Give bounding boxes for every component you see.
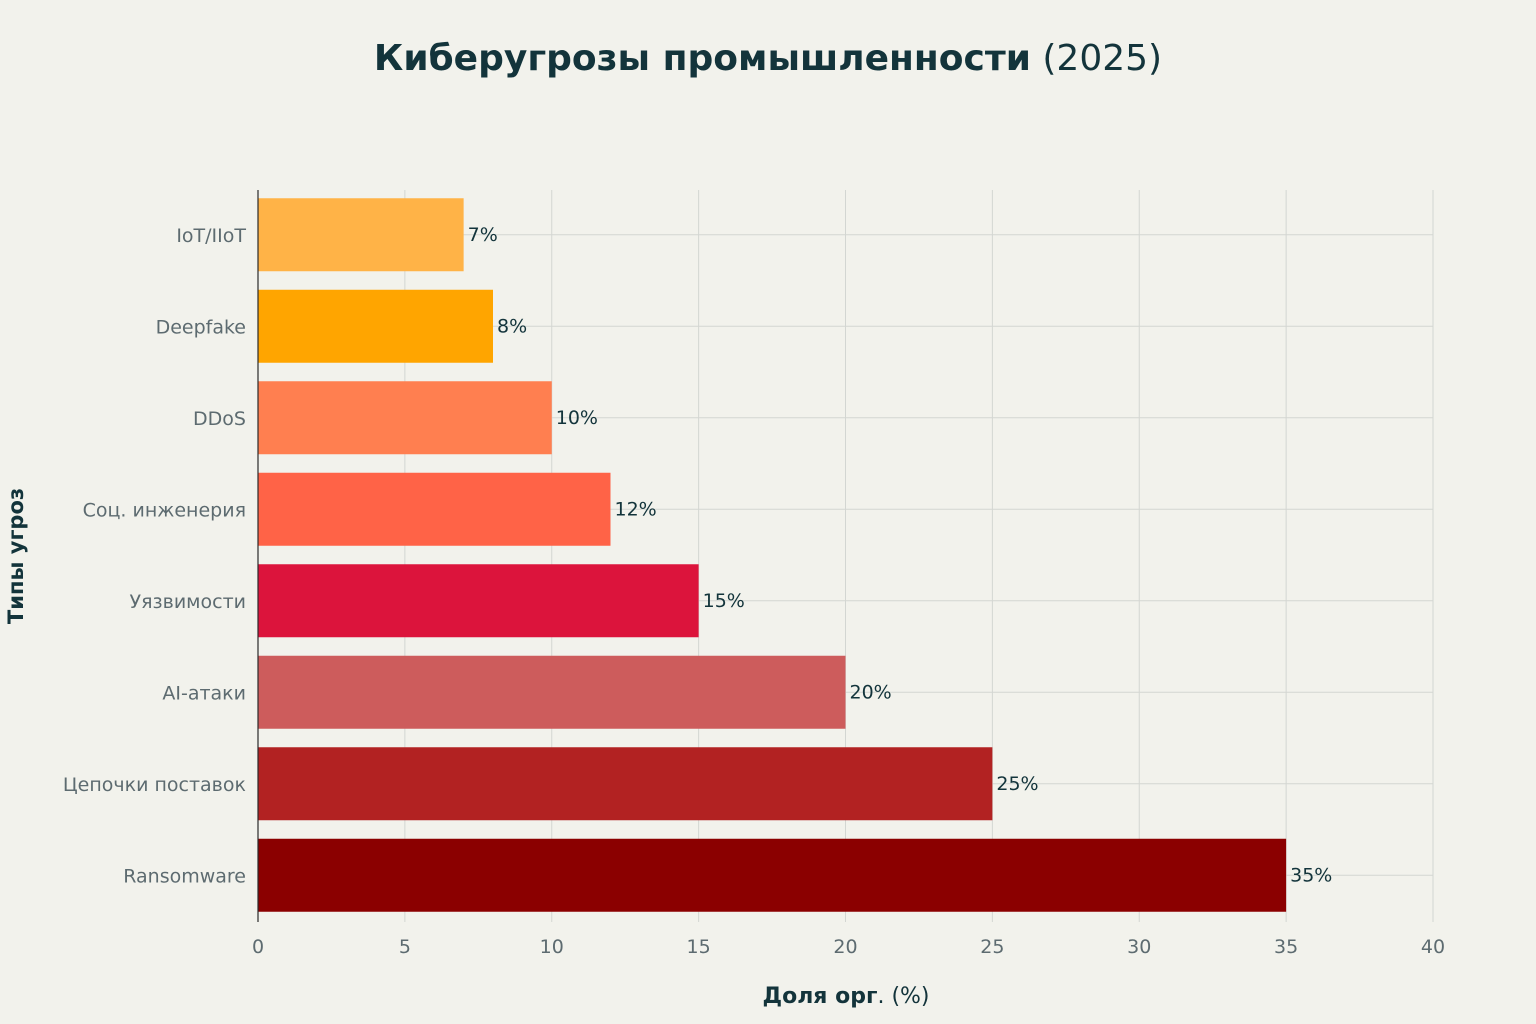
category-label: Соц. инженерия	[83, 499, 246, 521]
x-tick-label: 0	[252, 936, 264, 958]
x-tick-label: 5	[399, 936, 411, 958]
data-label: 7%	[468, 224, 498, 246]
x-tick-label: 35	[1274, 936, 1298, 958]
x-tick-label: 10	[540, 936, 564, 958]
x-axis-title: Доля орг. (%)	[762, 984, 929, 1009]
x-axis-title-unit: . (%)	[877, 984, 930, 1009]
data-label: 35%	[1290, 864, 1332, 886]
bar	[258, 289, 493, 363]
bar	[258, 564, 699, 638]
bar	[258, 381, 552, 455]
category-label: IoT/IIoT	[176, 225, 246, 247]
data-label: 20%	[850, 681, 892, 703]
category-label: Уязвимости	[130, 591, 246, 613]
category-label: Ransomware	[123, 865, 246, 887]
bar	[258, 472, 611, 546]
data-label: 10%	[556, 407, 598, 429]
x-axis-title-main: Доля орг	[762, 984, 878, 1009]
x-tick-label: 30	[1127, 936, 1151, 958]
category-label: DDoS	[193, 408, 246, 430]
chart-title-year: (2025)	[1030, 38, 1163, 79]
chart-title-main: Киберугрозы промышленности	[373, 38, 1031, 79]
x-tick-label: 15	[687, 936, 711, 958]
data-label: 12%	[615, 498, 657, 520]
chart-title: Киберугрозы промышленности (2025)	[0, 38, 1536, 79]
category-label: Цепочки поставок	[63, 774, 246, 796]
bars	[258, 198, 1287, 912]
bar	[258, 747, 993, 821]
bar	[258, 198, 464, 272]
x-tick-label: 20	[833, 936, 857, 958]
category-label: Deepfake	[156, 316, 246, 338]
data-label: 8%	[497, 315, 527, 337]
data-label: 25%	[996, 773, 1038, 795]
bar	[258, 838, 1287, 912]
category-label: AI-атаки	[162, 682, 246, 704]
x-tick-label: 25	[980, 936, 1004, 958]
bar	[258, 655, 846, 729]
labels: 0 5 10 15 20 25 30 35 40 IoT/IIoT 7% Deepfake 8% DDoS…	[63, 224, 1445, 958]
data-label: 15%	[703, 590, 745, 612]
x-tick-label: 40	[1421, 936, 1445, 958]
